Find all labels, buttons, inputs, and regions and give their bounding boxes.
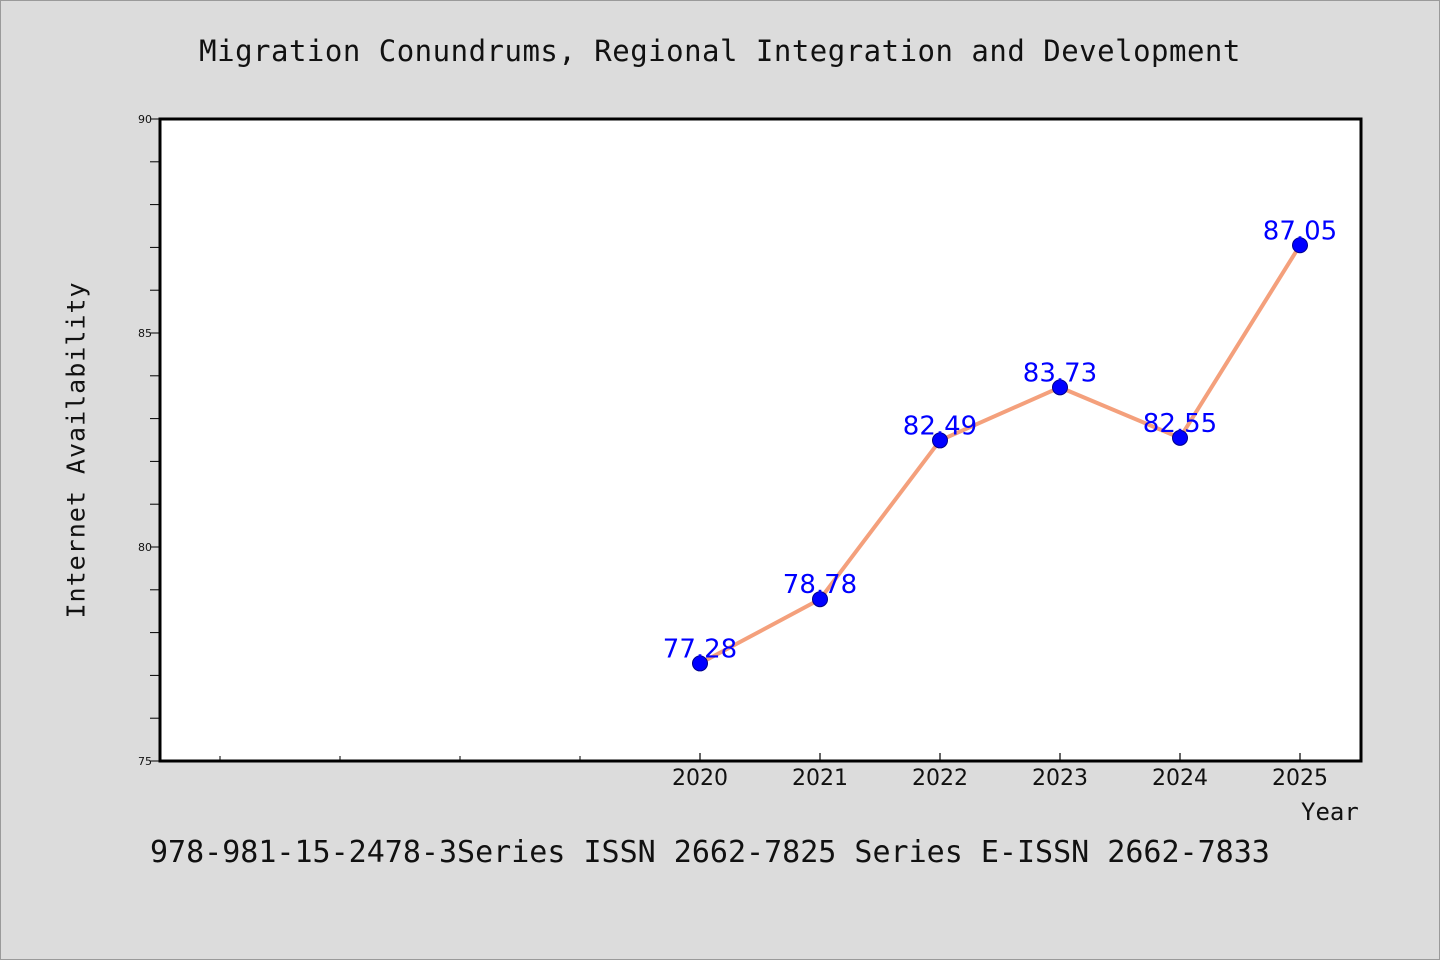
data-label: 78.78 (783, 570, 857, 600)
x-axis-label: Year (1301, 798, 1359, 826)
data-label: 87.05 (1263, 216, 1337, 246)
data-point (812, 591, 828, 608)
data-label: 82.49 (903, 411, 977, 441)
y-tick-label: 80 (138, 541, 152, 554)
isbn-footer: 978-981-15-2478-3Series ISSN 2662-7825 S… (150, 835, 1270, 870)
data-point (1172, 429, 1188, 446)
data-label: 82.55 (1143, 409, 1217, 439)
chart-title: Migration Conundrums, Regional Integrati… (199, 34, 1241, 68)
y-tick-label: 90 (138, 113, 152, 126)
data-label: 77.28 (663, 634, 737, 664)
x-tick-label: 2023 (1032, 766, 1088, 791)
data-point (1292, 237, 1308, 254)
x-tick-label: 2025 (1272, 766, 1328, 791)
data-point (932, 432, 948, 449)
plot-area (158, 117, 1363, 763)
data-point (1052, 379, 1068, 396)
y-tick-label: 85 (138, 327, 152, 340)
x-tick-label: 2020 (672, 766, 728, 791)
data-point (692, 655, 708, 672)
x-tick-label: 2024 (1152, 766, 1208, 791)
x-tick-label: 2022 (912, 766, 968, 791)
data-label: 83.73 (1023, 358, 1097, 388)
y-tick-label: 75 (138, 755, 152, 768)
series-line (698, 243, 1302, 666)
x-tick-label: 2021 (792, 766, 848, 791)
